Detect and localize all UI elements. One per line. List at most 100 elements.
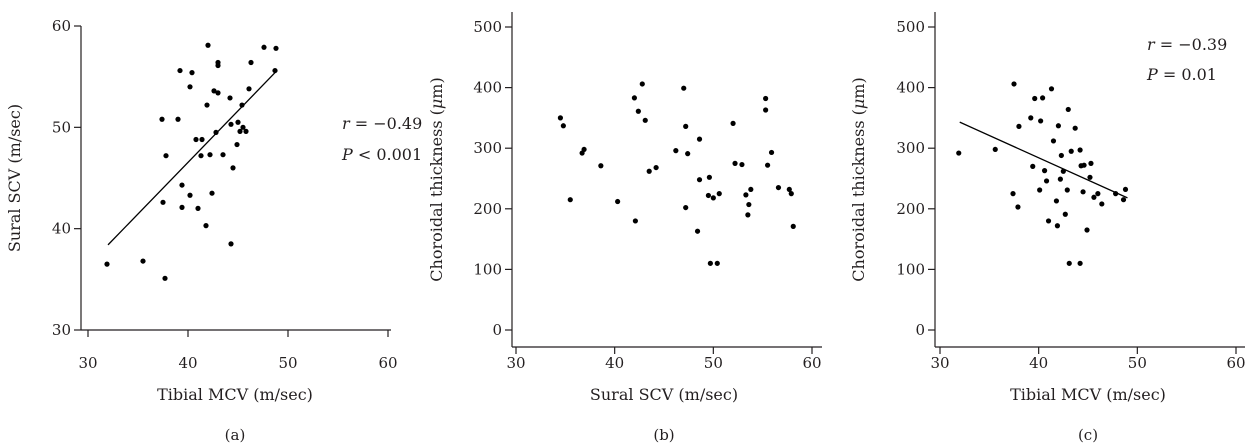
- data-point: [140, 258, 146, 264]
- data-point: [1032, 95, 1038, 102]
- data-point: [557, 115, 564, 121]
- data-point: [567, 197, 573, 203]
- r-value: = −0.49: [350, 114, 423, 133]
- data-point: [653, 164, 659, 171]
- p-value: P = 0.01: [1146, 65, 1217, 84]
- data-point: [239, 102, 245, 108]
- data-point: [272, 67, 278, 74]
- y-tick-label: 100: [473, 260, 502, 278]
- data-point: [273, 45, 279, 51]
- data-point: [642, 117, 648, 123]
- x-tick-label: 40: [605, 354, 624, 372]
- data-point: [198, 153, 204, 159]
- x-tick-label: 60: [1226, 354, 1245, 372]
- data-point: [745, 212, 751, 218]
- data-point: [763, 95, 769, 102]
- data-point: [716, 191, 722, 197]
- data-point: [199, 136, 205, 143]
- data-point: [631, 95, 638, 101]
- x-tick-label: 60: [378, 354, 397, 372]
- data-point: [204, 102, 210, 108]
- data-point: [228, 241, 234, 247]
- x-tick-label: 50: [1128, 354, 1147, 372]
- x-tick-label: 50: [704, 354, 723, 372]
- data-point: [1084, 227, 1090, 233]
- data-point: [1066, 260, 1072, 266]
- x-tick-label: 40: [178, 354, 197, 372]
- data-point: [696, 136, 703, 142]
- data-point: [215, 90, 221, 96]
- data-point: [1078, 163, 1084, 169]
- p-value-text: = 0.01: [1158, 65, 1217, 84]
- data-point: [1122, 186, 1129, 193]
- data-point: [1113, 191, 1119, 197]
- data-point: [1077, 260, 1083, 266]
- data-point: [243, 128, 249, 134]
- p-value: P < 0.001: [341, 145, 422, 164]
- data-point: [205, 42, 211, 48]
- data-point: [673, 148, 679, 154]
- data-point: [211, 88, 217, 94]
- data-point: [1038, 118, 1044, 124]
- panel-b: 0 100 200 300 400 500 30 40 50 60 Sural SCV (m/sec…: [427, 12, 822, 444]
- y-axis-label-part: Choroidal thickness (: [849, 109, 868, 282]
- x-tick-label: 50: [278, 354, 297, 372]
- data-point: [1015, 204, 1021, 210]
- data-point: [234, 141, 240, 148]
- data-point: [730, 120, 736, 126]
- x-tick-label: 40: [1029, 354, 1048, 372]
- y-tick-label: 200: [896, 200, 925, 218]
- x-axis-label: Tibial MCV (m/sec): [1010, 385, 1166, 404]
- data-point: [1054, 223, 1061, 229]
- data-point: [1068, 148, 1074, 154]
- data-point: [215, 59, 221, 66]
- x-axis-label: Sural SCV (m/sec): [590, 385, 738, 404]
- data-point: [1048, 86, 1055, 92]
- data-point: [1087, 174, 1093, 180]
- data-point: [177, 67, 183, 74]
- data-point: [1095, 191, 1101, 197]
- data-point: [1065, 106, 1071, 113]
- data-point: [1077, 147, 1083, 153]
- panel-label: (b): [653, 426, 674, 444]
- p-value-text: < 0.001: [353, 145, 422, 164]
- y-tick-label: 500: [473, 18, 502, 36]
- data-point: [187, 84, 193, 90]
- data-point: [1050, 138, 1057, 144]
- data-point: [179, 204, 185, 210]
- data-point: [685, 151, 691, 157]
- data-point: [203, 223, 209, 229]
- data-point: [104, 261, 110, 267]
- y-tick-label: 30: [52, 321, 71, 339]
- data-point: [1062, 211, 1068, 217]
- data-point: [714, 260, 720, 266]
- data-point: [743, 192, 749, 198]
- data-point: [237, 128, 243, 134]
- data-point: [746, 201, 752, 208]
- data-point: [646, 168, 652, 174]
- y-tick-label: 400: [473, 79, 502, 97]
- data-point: [956, 150, 962, 156]
- y-axis-label: Choroidal thickness (μm): [849, 77, 868, 281]
- data-point: [768, 149, 775, 156]
- data-point: [227, 95, 233, 101]
- data-point: [209, 190, 215, 196]
- data-point: [694, 228, 701, 234]
- data-point: [175, 116, 181, 122]
- data-point: [790, 223, 796, 229]
- r-symbol: r: [342, 114, 351, 133]
- panel-label: (c): [1078, 426, 1098, 444]
- data-point: [775, 184, 782, 191]
- data-point: [228, 121, 234, 127]
- panel-a: 30 40 50 60 30 40 50 60 Tibial MCV (m/sec) Sural …: [5, 17, 422, 444]
- data-point: [195, 205, 201, 211]
- data-point: [1030, 163, 1036, 169]
- data-point: [681, 85, 687, 91]
- x-tick-label: 30: [506, 354, 525, 372]
- r-symbol: r: [1147, 35, 1156, 54]
- panel-c: 0 100 200 300 400 500 30 40 50 60 Tibial MCV (m/se…: [849, 12, 1246, 444]
- data-point: [639, 81, 645, 87]
- x-axis-label: Tibial MCV (m/sec): [157, 385, 313, 404]
- data-point: [1088, 160, 1094, 166]
- data-point: [1028, 115, 1034, 121]
